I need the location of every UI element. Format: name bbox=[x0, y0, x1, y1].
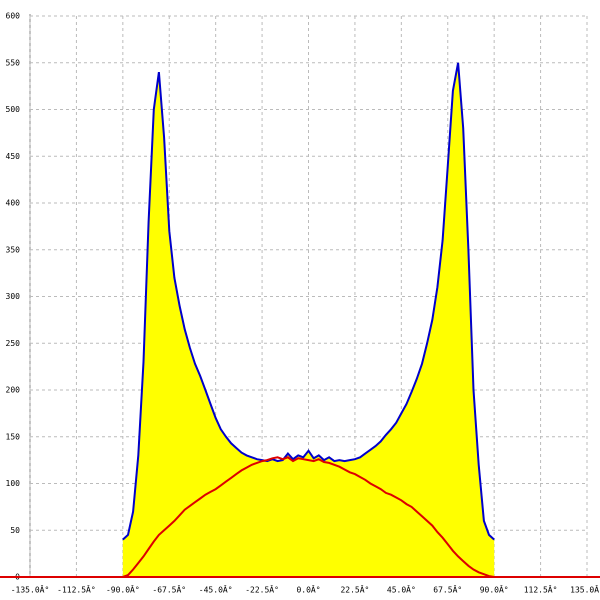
x-tick-label: 0.0Â° bbox=[296, 584, 320, 595]
y-tick-label: 100 bbox=[6, 479, 21, 488]
y-tick-label: 500 bbox=[6, 105, 21, 114]
y-tick-label: 250 bbox=[6, 339, 21, 348]
y-tick-label: 400 bbox=[6, 199, 21, 208]
x-tick-label: 112.5Â° bbox=[524, 584, 558, 595]
x-tick-label: -67.5Â° bbox=[152, 584, 186, 595]
y-tick-label: 200 bbox=[6, 386, 21, 395]
y-tick-label: 600 bbox=[6, 12, 21, 21]
x-tick-label: -45.0Â° bbox=[199, 584, 233, 595]
y-tick-label: 350 bbox=[6, 245, 21, 254]
x-tick-label: 22.5Â° bbox=[340, 584, 369, 595]
x-tick-label: 135.0Â° bbox=[570, 584, 600, 595]
x-tick-label: -22.5Â° bbox=[245, 584, 279, 595]
y-tick-label: 150 bbox=[6, 432, 21, 441]
x-tick-label: 90.0Â° bbox=[480, 584, 509, 595]
x-tick-label: -90.0Â° bbox=[106, 584, 140, 595]
x-tick-label: -135.0Â° bbox=[11, 584, 50, 595]
area bbox=[122, 62, 495, 578]
x-tick-label: -112.5Â° bbox=[57, 584, 96, 595]
y-tick-label: 300 bbox=[6, 292, 21, 301]
line bbox=[122, 456, 495, 578]
y-tick-label: 450 bbox=[6, 152, 21, 161]
line bbox=[122, 62, 495, 541]
y-tick-label: 550 bbox=[6, 58, 21, 67]
y-tick-label: 50 bbox=[10, 526, 20, 535]
x-tick-label: 45.0Â° bbox=[387, 584, 416, 595]
x-tick-label: 67.5Â° bbox=[433, 584, 462, 595]
